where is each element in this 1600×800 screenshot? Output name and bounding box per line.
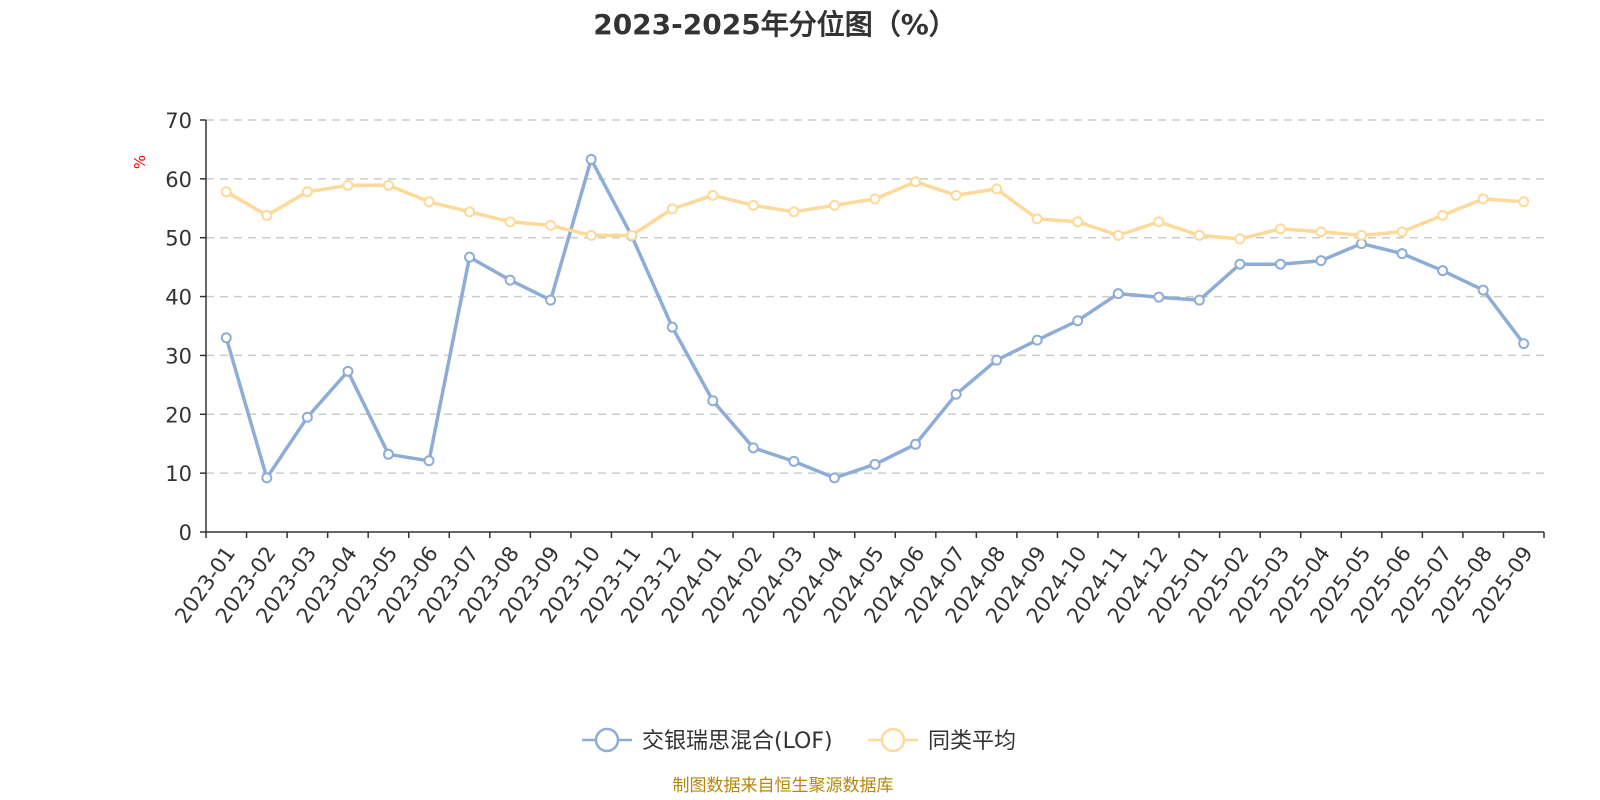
data-point[interactable]: [1396, 226, 1408, 238]
data-point[interactable]: [1234, 233, 1246, 245]
data-point[interactable]: [382, 179, 394, 191]
data-point[interactable]: [991, 183, 1003, 195]
data-point[interactable]: [1031, 334, 1043, 346]
data-point[interactable]: [1315, 255, 1327, 267]
data-point[interactable]: [910, 438, 922, 450]
data-point[interactable]: [869, 193, 881, 205]
data-point[interactable]: [707, 395, 719, 407]
data-point[interactable]: [585, 153, 597, 165]
data-point[interactable]: [1193, 229, 1205, 241]
data-point[interactable]: [1234, 258, 1246, 270]
data-point[interactable]: [707, 189, 719, 201]
data-point[interactable]: [788, 455, 800, 467]
y-axis-unit: %: [131, 155, 149, 169]
series-1: [220, 153, 1530, 484]
y-tick-label: 30: [165, 344, 192, 368]
data-point[interactable]: [1477, 193, 1489, 205]
legend[interactable]: 交银瑞思混合(LOF) 同类平均: [582, 727, 1016, 754]
series-layer: [220, 153, 1530, 484]
data-point[interactable]: [585, 229, 597, 241]
data-point[interactable]: [666, 321, 678, 333]
data-point[interactable]: [1193, 294, 1205, 306]
legend-item-2[interactable]: 同类平均: [868, 727, 1016, 754]
data-point[interactable]: [869, 458, 881, 470]
grid-lines: [206, 119, 1544, 474]
data-point[interactable]: [504, 216, 516, 228]
data-point[interactable]: [666, 203, 678, 215]
y-axis-ticks: 0 10 20 30 40 50 60 70: [165, 109, 192, 545]
legend-circle-icon: [880, 727, 906, 753]
data-point[interactable]: [1072, 216, 1084, 228]
legend-item-1[interactable]: 交银瑞思混合(LOF): [582, 727, 833, 754]
data-point[interactable]: [504, 274, 516, 286]
data-point[interactable]: [1518, 338, 1530, 350]
data-point[interactable]: [991, 354, 1003, 366]
y-tick-label: 50: [165, 227, 192, 251]
data-point[interactable]: [1112, 229, 1124, 241]
data-point[interactable]: [747, 199, 759, 211]
data-point[interactable]: [545, 219, 557, 231]
data-point[interactable]: [828, 199, 840, 211]
data-point[interactable]: [1153, 291, 1165, 303]
data-point[interactable]: [464, 251, 476, 263]
data-point[interactable]: [910, 176, 922, 188]
y-tick-label: 0: [179, 521, 192, 545]
series-line: [224, 157, 1526, 480]
data-point[interactable]: [301, 411, 313, 423]
data-point[interactable]: [1477, 284, 1489, 296]
data-point[interactable]: [1356, 229, 1368, 241]
data-point[interactable]: [626, 229, 638, 241]
data-point[interactable]: [1396, 248, 1408, 260]
data-point[interactable]: [220, 186, 232, 198]
data-point[interactable]: [788, 206, 800, 218]
x-axis-ticks: 2023-012023-022023-032023-042023-052023-…: [170, 542, 1537, 628]
data-point[interactable]: [1518, 196, 1530, 208]
data-point[interactable]: [950, 388, 962, 400]
data-point[interactable]: [382, 448, 394, 460]
data-point[interactable]: [261, 472, 273, 484]
data-point[interactable]: [1315, 226, 1327, 238]
data-point[interactable]: [464, 206, 476, 218]
data-point[interactable]: [545, 294, 557, 306]
data-point[interactable]: [342, 365, 354, 377]
data-point[interactable]: [342, 179, 354, 191]
axes: [200, 119, 1545, 538]
data-point[interactable]: [261, 209, 273, 221]
y-tick-label: 60: [165, 168, 192, 192]
data-point[interactable]: [1437, 265, 1449, 277]
legend-label: 交银瑞思混合(LOF): [642, 729, 833, 754]
data-point[interactable]: [1031, 213, 1043, 225]
data-point[interactable]: [747, 442, 759, 454]
legend-circle-icon: [594, 727, 620, 753]
legend-label: 同类平均: [928, 729, 1016, 754]
data-point[interactable]: [1072, 315, 1084, 327]
data-point[interactable]: [950, 189, 962, 201]
y-tick-label: 10: [165, 462, 192, 486]
data-source: 制图数据来自恒生聚源数据库: [673, 776, 894, 796]
y-tick-label: 20: [165, 403, 192, 427]
data-point[interactable]: [1274, 258, 1286, 270]
data-point[interactable]: [301, 186, 313, 198]
series-line: [225, 180, 1524, 241]
y-tick-label: 70: [165, 109, 192, 133]
data-point[interactable]: [1274, 223, 1286, 235]
data-point[interactable]: [423, 196, 435, 208]
data-point[interactable]: [220, 332, 232, 344]
data-point[interactable]: [1153, 216, 1165, 228]
data-point[interactable]: [828, 472, 840, 484]
data-point[interactable]: [423, 455, 435, 467]
data-point[interactable]: [1112, 288, 1124, 300]
data-point[interactable]: [1437, 209, 1449, 221]
series-2: [220, 176, 1530, 245]
y-tick-label: 40: [165, 286, 192, 310]
chart-title: 2023-2025年分位图（%）: [593, 8, 957, 41]
